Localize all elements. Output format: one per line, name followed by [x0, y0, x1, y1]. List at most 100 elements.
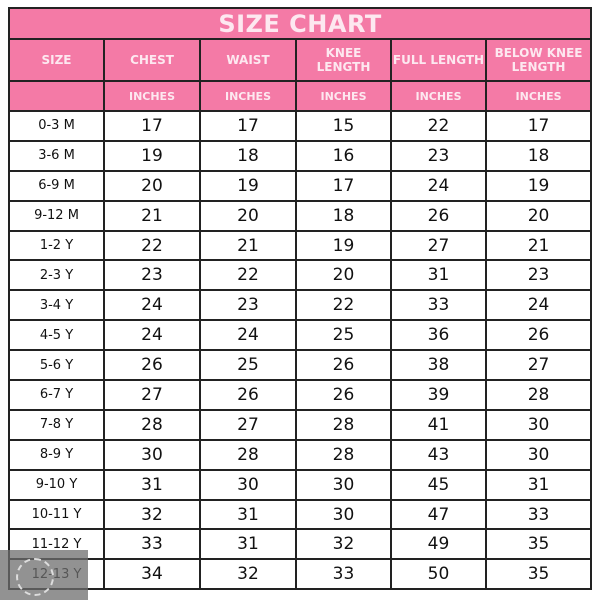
value-cell: 28	[295, 438, 392, 471]
value-cell: 30	[484, 438, 593, 471]
value-cell: 26	[103, 349, 201, 382]
value-cell: 31	[484, 468, 593, 501]
table-row: 9-12 M 21 20 18 26 20	[8, 199, 593, 232]
table-title: SIZE CHART	[7, 7, 593, 40]
value-cell: 33	[390, 289, 487, 322]
table-row: 0-3 M 17 17 15 22 17	[8, 110, 593, 142]
value-cell: 50	[390, 558, 487, 591]
value-cell: 19	[199, 169, 297, 202]
value-cell: 27	[484, 349, 593, 382]
value-cell: 26	[199, 379, 297, 411]
size-cell: 6-7 Y	[8, 379, 105, 411]
value-cell: 27	[199, 408, 297, 441]
table-row: 7-8 Y 28 27 28 41 30	[8, 408, 593, 441]
size-cell: 8-9 Y	[8, 438, 105, 471]
size-chart-table: SIZE CHART SIZE CHEST WAIST KNEE LENGTH FULL…	[7, 7, 593, 591]
value-cell: 30	[295, 498, 392, 531]
value-cell: 26	[295, 379, 392, 411]
table-row: 8-9 Y 30 28 28 43 30	[8, 438, 593, 471]
value-cell: 22	[199, 259, 297, 292]
column-header: WAIST	[199, 38, 297, 82]
value-cell: 22	[103, 229, 201, 262]
value-cell: 31	[199, 498, 297, 531]
value-cell: 30	[199, 468, 297, 501]
size-cell: 9-12 M	[8, 199, 105, 232]
value-cell: 21	[199, 229, 297, 262]
value-cell: 26	[390, 199, 487, 232]
value-cell: 18	[199, 139, 297, 172]
unit-cell: INCHES	[199, 80, 297, 112]
column-header: CHEST	[103, 38, 201, 82]
value-cell: 22	[295, 289, 392, 322]
value-cell: 45	[390, 468, 487, 501]
value-cell: 28	[199, 438, 297, 471]
table-row: 6-7 Y 27 26 26 39 28	[8, 379, 593, 411]
value-cell: 18	[484, 139, 593, 172]
value-cell: 32	[295, 528, 392, 561]
table-row: 2-3 Y 23 22 20 31 23	[8, 259, 593, 292]
table-row: 6-9 M 20 19 17 24 19	[8, 169, 593, 202]
watermark-logo	[0, 550, 88, 600]
size-cell: 7-8 Y	[8, 408, 105, 441]
size-cell: 1-2 Y	[8, 229, 105, 262]
header-row: SIZE CHEST WAIST KNEE LENGTH FULL LENGTH BELO…	[8, 38, 593, 82]
value-cell: 33	[484, 498, 593, 531]
size-cell: 3-6 M	[8, 139, 105, 172]
value-cell: 23	[484, 259, 593, 292]
size-cell: 0-3 M	[8, 110, 105, 142]
value-cell: 32	[103, 498, 201, 531]
table-row: 12-13 Y3432335035	[8, 558, 593, 591]
value-cell: 28	[295, 408, 392, 441]
value-cell: 21	[484, 229, 593, 262]
value-cell: 24	[484, 289, 593, 322]
column-header: BELOW KNEE LENGTH	[484, 38, 593, 82]
value-cell: 24	[103, 289, 201, 322]
size-cell: 6-9 M	[8, 169, 105, 202]
size-cell: 9-10 Y	[8, 468, 105, 501]
value-cell: 49	[390, 528, 487, 561]
value-cell: 33	[295, 558, 392, 591]
value-cell: 23	[199, 289, 297, 322]
table-row: 9-10 Y 31 30 30 45 31	[8, 468, 593, 501]
value-cell: 19	[295, 229, 392, 262]
value-cell: 33	[103, 528, 201, 561]
value-cell: 19	[484, 169, 593, 202]
value-cell: 24	[390, 169, 487, 202]
unit-cell: INCHES	[103, 80, 201, 112]
value-cell: 26	[484, 319, 593, 352]
value-cell: 23	[390, 139, 487, 172]
value-cell: 31	[390, 259, 487, 292]
value-cell: 27	[103, 379, 201, 411]
value-cell: 26	[295, 349, 392, 382]
value-cell: 25	[199, 349, 297, 382]
size-cell: 3-4 Y	[8, 289, 105, 322]
table-row: 5-6 Y 26 25 26 38 27	[8, 349, 593, 382]
value-cell: 36	[390, 319, 487, 352]
value-cell: 20	[295, 259, 392, 292]
value-cell: 39	[390, 379, 487, 411]
value-cell: 20	[103, 169, 201, 202]
column-header: KNEE LENGTH	[295, 38, 392, 82]
value-cell: 41	[390, 408, 487, 441]
column-header: SIZE	[8, 38, 105, 82]
value-cell: 23	[103, 259, 201, 292]
table-row: 11-12 Y 33 31 32 49 35	[8, 528, 593, 561]
value-cell: 28	[484, 379, 593, 411]
column-header: FULL LENGTH	[390, 38, 487, 82]
value-cell: 30	[484, 408, 593, 441]
size-cell: 5-6 Y	[8, 349, 105, 382]
table-row: 10-11 Y 32 31 30 47 33	[8, 498, 593, 531]
value-cell: 43	[390, 438, 487, 471]
value-cell: 38	[390, 349, 487, 382]
value-cell: 47	[390, 498, 487, 531]
table-row: 3-4 Y 24 23 22 33 24	[8, 289, 593, 322]
value-cell: 16	[295, 139, 392, 172]
size-cell: 2-3 Y	[8, 259, 105, 292]
value-cell: 18	[295, 199, 392, 232]
value-cell: 20	[199, 199, 297, 232]
value-cell: 27	[390, 229, 487, 262]
value-cell: 34	[103, 558, 201, 591]
value-cell: 17	[103, 110, 201, 142]
table-row: 4-5 Y 24 24 25 36 26	[8, 319, 593, 352]
unit-row: INCHES INCHES INCHES INCHES INCHES	[8, 80, 593, 112]
